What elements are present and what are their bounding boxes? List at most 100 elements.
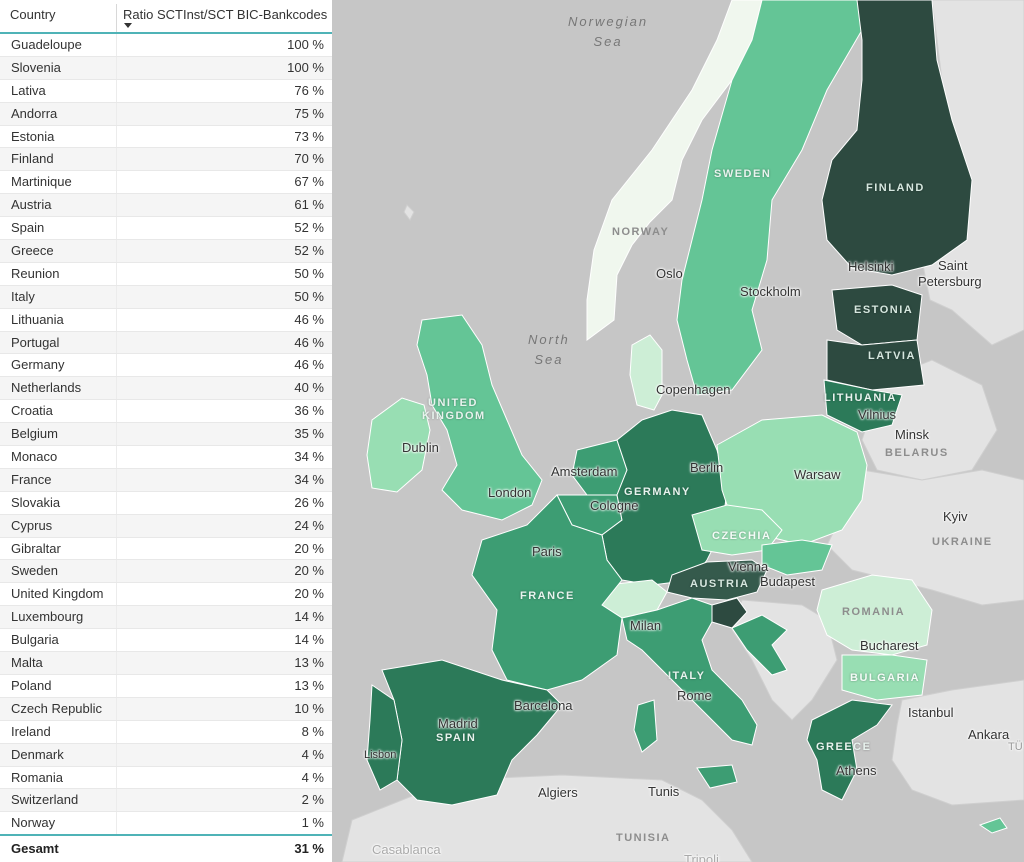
country-croatia[interactable]: [731, 614, 788, 676]
country-austria[interactable]: [666, 559, 768, 601]
country-label-romania: ROMANIA: [842, 606, 906, 618]
country-italy[interactable]: [621, 597, 758, 746]
country-italy-sicily[interactable]: [696, 764, 738, 789]
cell-country: Guadeloupe: [11, 37, 82, 52]
country-czechia[interactable]: [691, 504, 783, 556]
column-header-ratio[interactable]: Ratio SCTInst/SCT BIC-Bankcodes: [123, 7, 328, 22]
cell-ratio: 46 %: [294, 357, 324, 373]
cell-ratio: 13 %: [294, 677, 324, 693]
table-row[interactable]: Austria 61 %: [0, 194, 332, 218]
cell-country: Romania: [11, 769, 64, 785]
cell-country: Lativa: [11, 82, 46, 98]
table-row[interactable]: Slovakia 26 %: [0, 491, 332, 515]
column-header-country[interactable]: Country: [10, 7, 56, 22]
map-canvas[interactable]: [332, 0, 1024, 862]
table-row[interactable]: Croatia 36 %: [0, 400, 332, 424]
cell-country: Belgium: [11, 426, 58, 442]
city-label-minsk: Minsk: [895, 427, 929, 442]
country-label-austria: AUSTRIA: [690, 578, 750, 590]
city-label-tripoli: Tripoli: [684, 852, 719, 862]
country-cyprus[interactable]: [978, 817, 1008, 834]
table-row[interactable]: France 34 %: [0, 468, 332, 492]
table-row[interactable]: Luxembourg 14 %: [0, 606, 332, 630]
table-row[interactable]: Norway 1 %: [0, 812, 332, 836]
cell-ratio: 35 %: [294, 426, 324, 442]
table-row[interactable]: Netherlands 40 %: [0, 377, 332, 401]
country-latvia[interactable]: [826, 339, 925, 391]
table-row[interactable]: Italy 50 %: [0, 285, 332, 309]
table-row[interactable]: Cyprus 24 %: [0, 514, 332, 538]
cell-separator: [116, 308, 117, 331]
country-finland[interactable]: [821, 0, 973, 276]
table-row[interactable]: Spain 52 %: [0, 217, 332, 241]
cell-separator: [116, 102, 117, 125]
cell-ratio: 73 %: [294, 128, 324, 144]
cell-country: Sweden: [11, 563, 58, 579]
cell-ratio: 67 %: [294, 174, 324, 190]
country-united-kingdom[interactable]: [416, 314, 543, 521]
table-row[interactable]: Andorra 75 %: [0, 102, 332, 126]
cell-country: Monaco: [11, 449, 58, 465]
table-row[interactable]: Lativa 76 %: [0, 79, 332, 103]
city-label-copenhagen: Copenhagen: [656, 382, 731, 397]
table-row[interactable]: Lithuania 46 %: [0, 308, 332, 332]
cell-separator: [116, 491, 117, 514]
country-ireland[interactable]: [366, 397, 431, 493]
cell-country: Andorra: [11, 105, 58, 121]
cell-country: Spain: [11, 220, 45, 236]
country-lithuania[interactable]: [823, 379, 903, 433]
table-row[interactable]: Sweden 20 %: [0, 560, 332, 584]
city-label-warsaw: Warsaw: [794, 467, 841, 482]
table-row[interactable]: Slovenia 100 %: [0, 56, 332, 80]
table-row[interactable]: Finland 70 %: [0, 148, 332, 172]
table-row[interactable]: Monaco 34 %: [0, 446, 332, 469]
cell-ratio: 61 %: [294, 197, 324, 213]
country-bulgaria[interactable]: [841, 654, 928, 701]
table-row[interactable]: Czech Republic 10 %: [0, 697, 332, 721]
table-row[interactable]: Romania 4 %: [0, 766, 332, 790]
cell-ratio: 50 %: [294, 288, 324, 304]
sort-descending-icon[interactable]: [124, 23, 132, 28]
land-belarus: [861, 359, 998, 481]
country-denmark[interactable]: [629, 334, 663, 411]
table-row[interactable]: Reunion 50 %: [0, 262, 332, 286]
table-row[interactable]: Poland 13 %: [0, 674, 332, 698]
table-row[interactable]: Ireland 8 %: [0, 720, 332, 744]
cell-separator: [116, 194, 117, 217]
table-row[interactable]: Germany 46 %: [0, 354, 332, 378]
city-label-madrid: Madrid: [438, 716, 478, 731]
cell-ratio: 75 %: [294, 105, 324, 121]
table-row[interactable]: Bulgaria 14 %: [0, 629, 332, 653]
table-row[interactable]: Belgium 35 %: [0, 423, 332, 447]
cell-country: Czech Republic: [11, 700, 103, 716]
cell-separator: [116, 262, 117, 285]
table-row[interactable]: Switzerland 2 %: [0, 789, 332, 813]
table-body: Guadeloupe 100 % Slovenia 100 % Lativa 76 % An…: [0, 34, 332, 836]
cell-country: Reunion: [11, 265, 60, 281]
country-portugal[interactable]: [366, 684, 403, 791]
cell-country: Finland: [11, 151, 54, 167]
table-row[interactable]: United Kingdom 20 %: [0, 583, 332, 607]
table-row[interactable]: Estonia 73 %: [0, 125, 332, 149]
country-label-ukraine: UKRAINE: [932, 536, 993, 548]
cell-separator: [116, 468, 117, 491]
cell-separator: [116, 766, 117, 789]
table-row[interactable]: Portugal 46 %: [0, 331, 332, 355]
table-row[interactable]: Greece 52 %: [0, 240, 332, 263]
table-row[interactable]: Guadeloupe 100 %: [0, 34, 332, 57]
table-row[interactable]: Martinique 67 %: [0, 171, 332, 195]
cell-separator: [116, 629, 117, 652]
country-sweden[interactable]: [676, 0, 863, 396]
cell-country: Ireland: [11, 723, 51, 739]
country-slovakia[interactable]: [761, 539, 833, 576]
country-italy-sardinia[interactable]: [633, 699, 658, 753]
table-row[interactable]: Malta 13 %: [0, 652, 332, 675]
cell-country: Slovenia: [11, 59, 61, 75]
table-row[interactable]: Denmark 4 %: [0, 743, 332, 767]
country-romania[interactable]: [816, 574, 933, 656]
city-label-helsinki: Helsinki: [848, 259, 894, 274]
country-greece[interactable]: [806, 699, 893, 801]
map-panel[interactable]: Norwegian Sea North Sea SWEDEN NORWAY FINL…: [332, 0, 1024, 862]
table-row[interactable]: Gibraltar 20 %: [0, 537, 332, 561]
column-divider[interactable]: [116, 4, 117, 32]
